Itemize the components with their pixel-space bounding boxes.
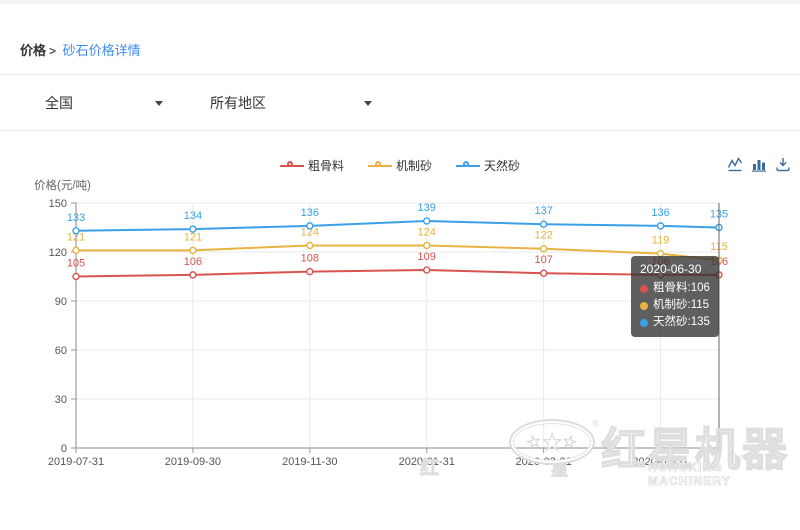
svg-text:2019-07-31: 2019-07-31 [48,456,104,468]
chart-legend: 粗骨料 机制砂 天然砂 [0,157,800,174]
svg-text:106: 106 [651,256,669,268]
legend-item-natural-sand[interactable]: 天然砂 [456,157,520,174]
svg-text:136: 136 [651,207,669,219]
svg-text:30: 30 [55,394,67,406]
breadcrumb-separator: > [49,44,57,58]
area-select[interactable]: 所有地区 [210,90,372,116]
download-icon[interactable] [775,156,791,173]
chevron-down-icon [364,100,372,106]
legend-line-marker-icon [367,160,392,171]
svg-text:60: 60 [55,345,67,357]
svg-text:139: 139 [418,202,436,214]
chevron-down-icon [155,100,163,106]
breadcrumb-root: 价格 [20,43,47,58]
area-select-value: 所有地区 [210,95,266,111]
breadcrumb: 价格 > 砂石价格详情 [20,40,141,59]
svg-text:2020-03-31: 2020-03-31 [515,456,571,468]
svg-text:124: 124 [418,226,436,238]
svg-text:137: 137 [534,205,552,217]
svg-text:150: 150 [49,198,67,210]
svg-text:106: 106 [184,256,202,268]
divider-filters [0,130,800,131]
svg-text:119: 119 [652,235,670,247]
svg-text:108: 108 [301,253,319,265]
svg-text:120: 120 [49,247,67,259]
svg-text:107: 107 [534,254,552,266]
top-strip [0,0,800,4]
legend-label: 粗骨料 [307,159,344,173]
svg-text:90: 90 [55,296,67,308]
svg-text:2020-01-31: 2020-01-31 [399,456,455,468]
region-select[interactable]: 全国 [45,90,163,116]
legend-label: 天然砂 [484,159,521,173]
svg-text:121: 121 [67,231,85,243]
svg-text:122: 122 [534,230,552,242]
breadcrumb-current-link[interactable]: 砂石价格详情 [62,43,141,58]
svg-text:121: 121 [184,231,202,243]
svg-text:124: 124 [301,226,319,238]
svg-text:136: 136 [301,207,319,219]
svg-text:105: 105 [67,258,85,270]
svg-text:109: 109 [418,251,436,263]
legend-line-marker-icon [456,160,480,171]
svg-text:2019-11-30: 2019-11-30 [282,456,337,468]
legend-item-manufactured-sand[interactable]: 机制砂 [367,157,432,174]
svg-text:133: 133 [67,212,85,224]
svg-text:2020-05-31: 2020-05-31 [632,456,688,468]
legend-line-marker-icon [279,160,304,171]
y-axis-title: 价格(元/吨) [34,180,91,192]
region-select-value: 全国 [45,95,73,111]
svg-text:2019-09-30: 2019-09-30 [165,456,221,468]
bar-chart-icon[interactable] [751,156,767,173]
legend-item-coarse-aggregate[interactable]: 粗骨料 [279,157,344,174]
line-chart-icon[interactable] [727,156,743,173]
divider-top [0,74,800,75]
legend-label: 机制砂 [395,159,432,173]
svg-text:134: 134 [184,210,202,222]
svg-text:0: 0 [61,443,67,455]
toolbox [727,156,791,173]
